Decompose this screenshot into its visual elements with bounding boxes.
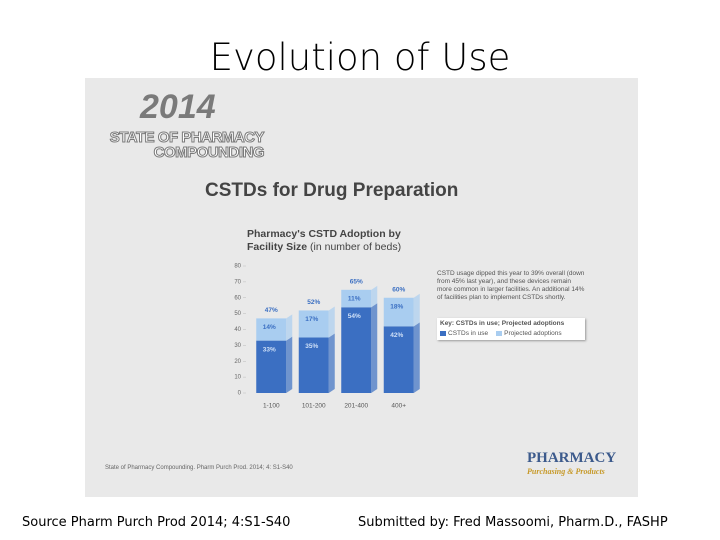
chart-image: 2014 STATE OF PHARMACY COMPOUNDING CSTDs… [85,78,638,497]
bar [383,297,414,327]
chart-subtitle: Pharmacy's CSTD Adoption by Facility Siz… [247,228,437,254]
y-tick-label: 60 [234,295,241,301]
y-tick-label: 20 [234,359,241,365]
x-tick-label: 101-200 [302,403,326,410]
total-label: 60% [392,286,405,293]
y-tick-label: 50 [234,311,241,317]
value-label: 33% [263,346,276,353]
total-label: 52% [307,299,320,306]
bar-side [371,285,378,308]
y-tick-label: 80 [234,264,241,270]
legend: Key: CSTDs in use; Projected adoptions C… [437,318,585,340]
legend-item: CSTDs in use [440,330,488,337]
subtitle-bold: Pharmacy's CSTD Adoption by Facility Siz… [247,228,401,253]
value-label: 17% [305,316,318,323]
bar-side [286,314,293,341]
total-label: 65% [350,279,363,286]
bar [256,318,287,341]
legend-items: CSTDs in use Projected adoptions [440,330,562,337]
value-label: 42% [390,332,403,339]
report-name-line: STATE OF PHARMACY [109,129,265,146]
value-label: 14% [263,324,276,331]
annotation: CSTD usage dipped this year to 39% overa… [437,270,585,301]
report-year: 2014 [140,88,216,126]
logo-bottom: Purchasing & Products [527,467,605,476]
legend-label: CSTDs in use [448,330,489,337]
bar [383,326,414,393]
bar-side [371,303,378,393]
bar [341,289,372,308]
bar [298,337,329,393]
y-tick-label: 0 [238,391,242,397]
value-label: 11% [348,296,361,303]
bar-side [413,293,420,327]
logo: PHARMACY Purchasing & Products [527,450,616,476]
x-tick-label: 1-100 [263,403,280,410]
logo-top: PHARMACY [527,450,617,466]
chart-title: CSTDs for Drug Preparation [205,180,459,201]
bar [341,307,372,393]
value-label: 35% [305,343,318,350]
legend-swatch [440,331,446,336]
bar-side [286,336,293,393]
bar [256,340,287,393]
bar [298,310,329,338]
legend-swatch [496,331,503,336]
legend-label: Projected adoptions [504,330,562,337]
slide-title: Evolution of Use [209,36,511,79]
y-tick-label: 30 [234,343,241,349]
report-name-line: COMPOUNDING [153,144,265,161]
value-label: 18% [390,303,403,310]
x-tick-label: 201-400 [344,403,368,410]
y-tick-label: 40 [234,327,241,333]
bar-side [328,333,335,393]
footer-left: Source Pharm Purch Prod 2014; 4:S1-S40 [22,515,291,530]
footer-right: Submitted by: Fred Massoomi, Pharm.D., F… [358,515,668,530]
report-name: STATE OF PHARMACY COMPOUNDING [99,129,265,161]
subtitle-note: (in number of beds) [310,241,402,253]
x-tick-label: 400+ [391,403,406,410]
y-tick-label: 10 [234,375,241,381]
y-tick-label: 70 [234,279,241,285]
value-label: 54% [348,313,361,320]
legend-item: Projected adoptions [496,330,562,337]
bar-side [413,322,420,393]
legend-title: Key: CSTDs in use; Projected adoptions [440,320,565,327]
bar-side [328,306,335,338]
total-label: 47% [265,307,278,314]
source: State of Pharmacy Compounding. Pharm Pur… [105,465,293,471]
